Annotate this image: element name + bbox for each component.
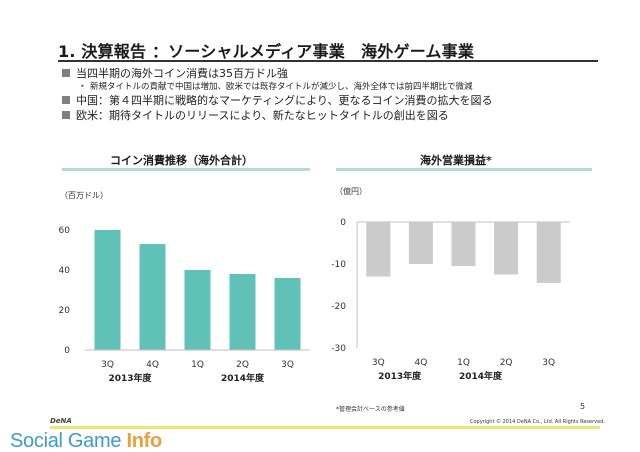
sub-bullet-item: • 新規タイトルの貢献で中国は増加、欧米では既存タイトルが減少し、海外全体では前… (62, 81, 622, 93)
square-bullet-icon (62, 96, 70, 104)
x-tick-label: 3Q (101, 360, 114, 370)
x-tick-label: 1Q (457, 358, 470, 368)
page-number: 5 (580, 402, 586, 411)
x-tick-label: 2Q (236, 360, 249, 370)
profit-chart-rule (336, 168, 592, 171)
bar (451, 222, 476, 267)
dena-logo: DeNA (50, 417, 72, 425)
coin-chart-title: コイン消費推移（海外合計） (110, 154, 253, 167)
square-bullet-icon (62, 69, 70, 77)
fiscal-year-label: 2014年度 (221, 372, 265, 384)
y-tick-label: 0 (64, 346, 70, 356)
square-bullet-icon (62, 111, 70, 119)
bullet-text: 当四半期の海外コイン消費は35百万ドル強 (76, 67, 288, 80)
y-axis-unit-label: （百万ドル） (60, 191, 108, 200)
bar (229, 274, 256, 350)
brand-main: Social Game (10, 430, 127, 452)
x-tick-label: 1Q (191, 360, 204, 370)
x-tick-label: 2Q (500, 358, 513, 368)
x-tick-label: 4Q (414, 358, 427, 368)
y-axis-unit-label: （億円） (335, 186, 367, 196)
bullet-item: 中国：第４四半期に戦略的なマーケティングにより、更なるコイン消費の拡大を図る (62, 93, 622, 108)
coin-chart-rule (62, 168, 310, 171)
brand-bold: Info (126, 430, 162, 452)
fiscal-year-label: 2013年度 (378, 370, 422, 382)
bullet-text: 中国：第４四半期に戦略的なマーケティングにより、更なるコイン消費の拡大を図る (76, 94, 493, 107)
social-game-info-watermark: Social Game Info (10, 430, 162, 452)
footer-divider (50, 426, 600, 429)
slide-title: 1. 決算報告 ：ソーシャルメディア事業 海外ゲーム事業 (58, 42, 475, 61)
x-tick-label: 4Q (146, 360, 159, 370)
x-tick-label: 3Q (281, 360, 294, 370)
y-tick-label: 40 (59, 266, 71, 276)
bar (184, 270, 211, 350)
fiscal-year-label: 2014年度 (459, 370, 503, 382)
bar (139, 244, 166, 350)
bar (408, 222, 433, 264)
bullet-text: 欧米：期待タイトルのリリースにより、新たなヒットタイトルの創出を図る (76, 109, 449, 122)
profit-chart-title: 海外営業損益* (420, 154, 492, 167)
title-divider (58, 60, 598, 62)
sub-bullet-text: 新規タイトルの貢献で中国は増加、欧米では既存タイトルが減少し、海外全体では前四半… (90, 82, 473, 92)
bullet-item: 当四半期の海外コイン消費は35百万ドル強 (62, 66, 622, 81)
coin-consumption-chart: （百万ドル） 0 20 40 60 3Q 4Q 1Q 2Q 3Q 2013年度 2014年度 (59, 191, 310, 384)
footnote: *管理会計ベースの参考値 (336, 406, 405, 413)
x-tick-label: 3Q (542, 358, 555, 368)
bullet-item: 欧米：期待タイトルのリリースにより、新たなヒットタイトルの創出を図る (62, 108, 622, 123)
bar (494, 222, 519, 275)
bar (366, 222, 391, 277)
bullet-list: 当四半期の海外コイン消費は35百万ドル強 • 新規タイトルの貢献で中国は増加、欧… (62, 66, 622, 123)
y-tick-label: -20 (331, 302, 346, 312)
y-tick-label: -10 (331, 260, 346, 270)
y-tick-label: 60 (59, 226, 71, 236)
y-tick-label: 0 (340, 218, 346, 228)
fiscal-year-label: 2013年度 (108, 372, 152, 384)
x-tick-label: 3Q (372, 358, 385, 368)
dot-bullet-icon: • (80, 82, 85, 91)
y-tick-label: -30 (331, 344, 346, 354)
y-tick-label: 20 (59, 306, 71, 316)
bar (94, 230, 121, 350)
bar (536, 222, 561, 283)
operating-profit-chart: （億円） 0 -10 -20 -30 3Q 4Q 1Q 2Q 3Q 2013年度 2014年度 (331, 186, 570, 382)
bar (274, 278, 301, 350)
copyright-text: Copyright © 2014 DeNA Co., Ltd. All Righ… (470, 419, 605, 425)
